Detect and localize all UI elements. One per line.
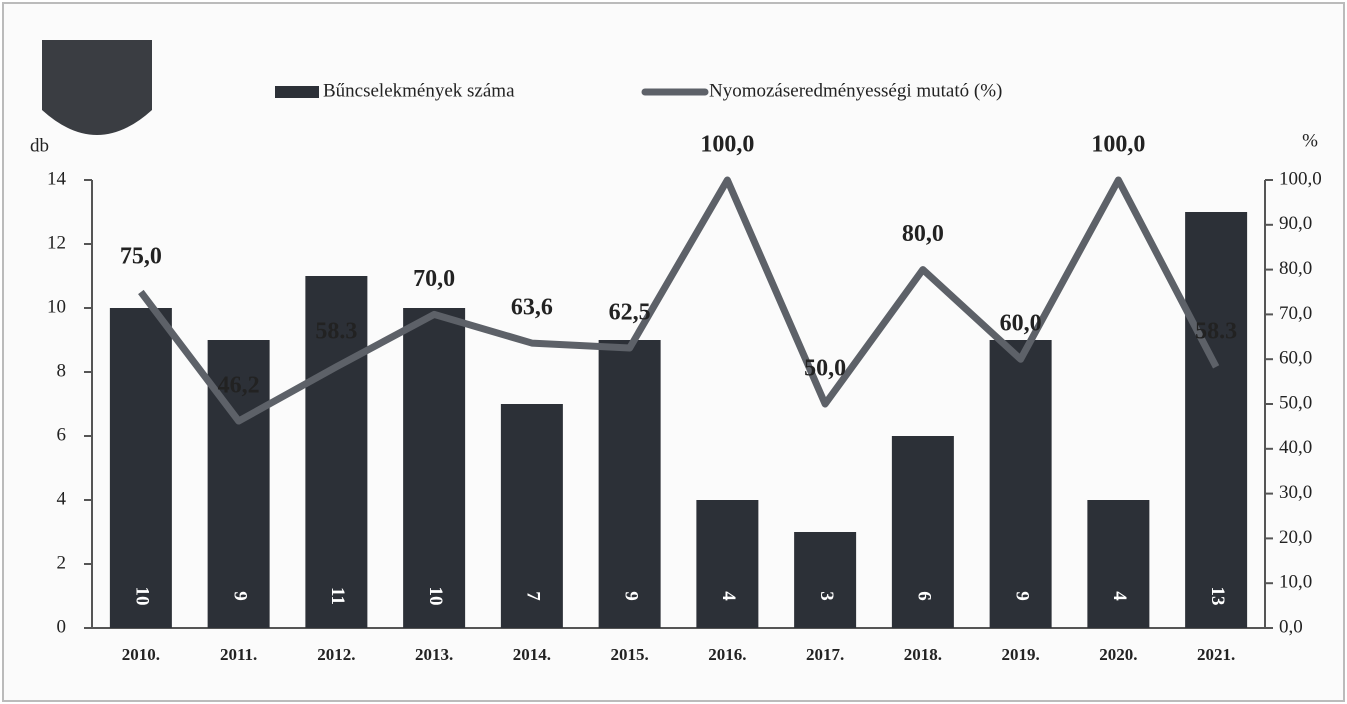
x-tick-label: 2013. (415, 645, 453, 664)
bar-label: 9 (620, 591, 641, 601)
y-tick-label: 6 (57, 424, 67, 445)
x-tick-label: 2016. (708, 645, 746, 664)
logo (42, 40, 152, 135)
x-tick-label: 2015. (611, 645, 649, 664)
legend-label: Nyomozáseredményességi mutató (%) (709, 80, 1002, 101)
line-value-label: 80,0 (902, 221, 944, 247)
line-value-label: 63,6 (511, 295, 553, 321)
bar (599, 340, 661, 628)
y2-tick-label: 0,0 (1279, 616, 1303, 637)
y2-tick-label: 50,0 (1279, 392, 1312, 413)
y-tick-label: 12 (47, 232, 66, 253)
bar-label: 4 (718, 591, 739, 601)
line-value-label: 100,0 (1091, 132, 1145, 158)
bar (794, 532, 856, 628)
bar-label: 9 (1011, 591, 1032, 601)
x-tick-label: 2020. (1099, 645, 1137, 664)
x-tick-label: 2014. (513, 645, 551, 664)
x-tick-label: 2019. (1002, 645, 1040, 664)
y2-tick-label: 10,0 (1279, 572, 1312, 593)
y2-tick-label: 100,0 (1279, 168, 1322, 189)
y2-tick-label: 80,0 (1279, 258, 1312, 279)
bar-label: 4 (1109, 591, 1130, 601)
y2-tick-label: 90,0 (1279, 213, 1312, 234)
bar (696, 500, 758, 628)
bar-label: 3 (816, 591, 837, 601)
line-value-label: 62,5 (609, 300, 651, 326)
y-tick-label: 14 (47, 168, 67, 189)
y2-tick-label: 30,0 (1279, 482, 1312, 503)
line-value-label: 100,0 (700, 132, 754, 158)
bar-label: 6 (914, 591, 935, 601)
bar (403, 308, 465, 628)
line-value-label: 75,0 (120, 244, 162, 270)
x-tick-label: 2017. (806, 645, 844, 664)
y2-tick-label: 40,0 (1279, 437, 1312, 458)
line-value-label: 58.3 (1195, 318, 1237, 344)
y2-tick-label: 60,0 (1279, 348, 1312, 369)
bar-label: 10 (425, 587, 446, 606)
y-axis-title: db (30, 135, 49, 156)
x-tick-label: 2012. (317, 645, 355, 664)
legend-swatch (275, 86, 319, 98)
bar (1087, 500, 1149, 628)
x-tick-label: 2011. (220, 645, 257, 664)
y-tick-label: 4 (57, 488, 67, 509)
bar-label: 9 (229, 591, 250, 601)
line-value-label: 70,0 (413, 266, 455, 292)
x-tick-label: 2010. (122, 645, 160, 664)
legend-label: Bűncselekmények száma (323, 80, 515, 101)
bar (110, 308, 172, 628)
y2-tick-label: 70,0 (1279, 303, 1312, 324)
bar-label: 7 (523, 591, 544, 601)
y-tick-label: 10 (47, 296, 66, 317)
y2-tick-label: 20,0 (1279, 527, 1312, 548)
x-tick-label: 2021. (1197, 645, 1235, 664)
line-value-label: 50,0 (804, 356, 846, 382)
y2-axis-title: % (1302, 130, 1318, 151)
y-tick-label: 0 (57, 616, 67, 637)
bar-label: 11 (327, 587, 348, 605)
x-tick-label: 2018. (904, 645, 942, 664)
line-value-label: 58.3 (315, 318, 357, 344)
y-tick-label: 8 (57, 360, 67, 381)
line-value-label: 60,0 (1000, 311, 1042, 337)
y-tick-label: 2 (57, 552, 67, 573)
bar-label: 10 (132, 587, 153, 606)
line-value-label: 46,2 (218, 373, 260, 399)
bar-label: 13 (1207, 587, 1228, 606)
chart: db % 0 2 4 6 8 10 12 14 0,0 10,0 20,0 30,0 40,0 50,0 6… (0, 0, 1347, 704)
bar (990, 340, 1052, 628)
bar (1185, 212, 1247, 628)
